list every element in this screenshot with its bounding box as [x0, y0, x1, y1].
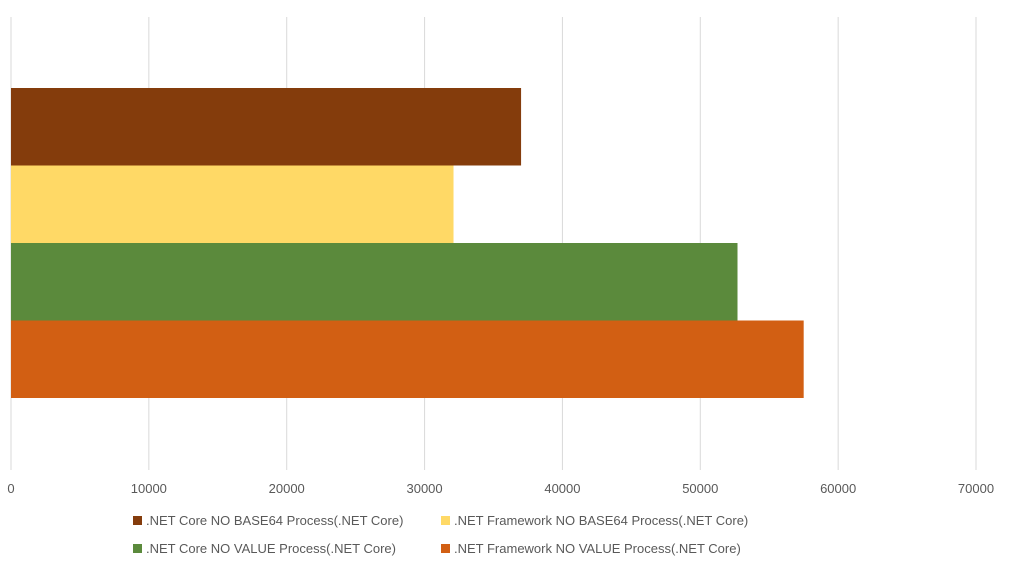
x-tick-label: 30000	[406, 481, 442, 496]
bars	[11, 88, 804, 398]
x-tick-label: 70000	[958, 481, 994, 496]
bar	[11, 88, 522, 166]
bar	[11, 243, 738, 321]
x-axis-ticks: 0 10000 20000 30000 40000 50000 60000 70000	[7, 481, 994, 496]
x-tick-label: 0	[7, 481, 14, 496]
bar	[11, 165, 454, 243]
x-tick-label: 40000	[544, 481, 580, 496]
x-tick-label: 60000	[820, 481, 856, 496]
x-tick-label: 10000	[131, 481, 167, 496]
bar	[11, 320, 804, 398]
x-tick-label: 50000	[682, 481, 718, 496]
x-tick-label: 20000	[269, 481, 305, 496]
